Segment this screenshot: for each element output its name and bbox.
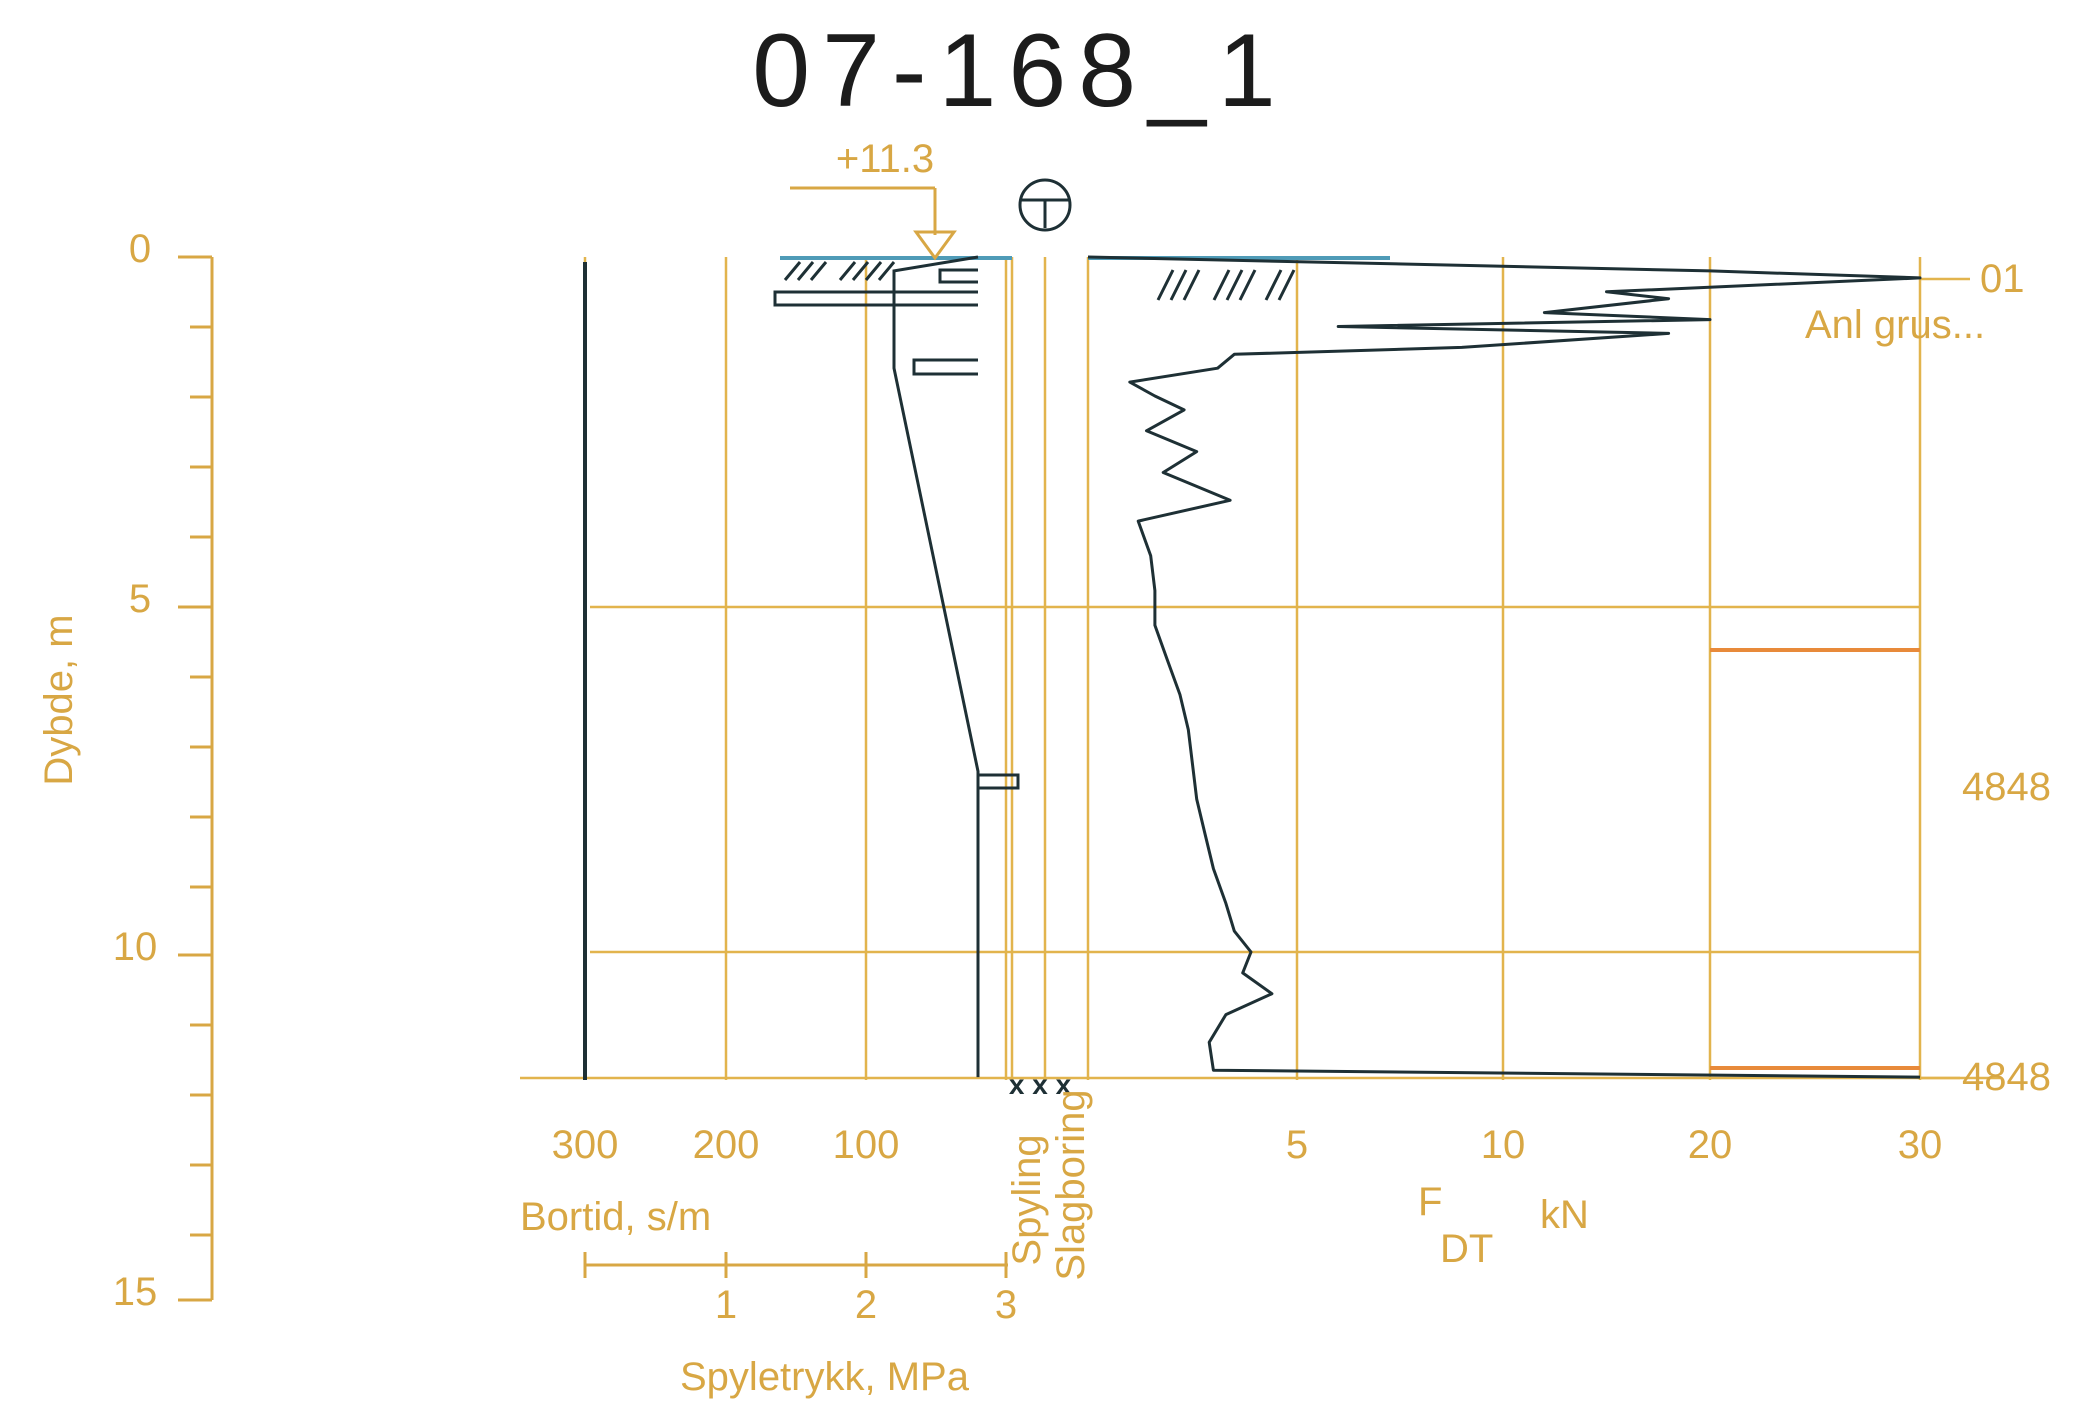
- bortid-axis: 300 200 100 Bortid, s/m: [520, 1123, 899, 1239]
- spyletrykk-axis: 1 2 3 Spyletrykk, MPa: [583, 1252, 1017, 1399]
- depth-tick-5: 5: [129, 577, 151, 621]
- spyletrykk-axis-label: Spyletrykk, MPa: [680, 1355, 970, 1399]
- bortid-curve: [892, 255, 980, 1078]
- force-axis-label-main: F: [1418, 1180, 1442, 1224]
- right-label-01: 01: [1980, 257, 2025, 301]
- level-label: +11.3: [836, 137, 934, 181]
- force-axis-unit: kN: [1540, 1193, 1589, 1237]
- spyletrykk-tick-1: 1: [715, 1283, 737, 1327]
- force-tick-20: 20: [1688, 1123, 1733, 1167]
- bortid-axis-label: Bortid, s/m: [520, 1195, 711, 1239]
- level-marker: +11.3: [790, 137, 957, 261]
- depth-axis-label: Dybde, m: [37, 614, 81, 785]
- depth-axis: 0 5 10 15 Dybde, m: [37, 227, 214, 1314]
- borehole-symbol-icon: [1018, 178, 1072, 232]
- force-tick-5: 5: [1286, 1123, 1308, 1167]
- right-label-4848-upper: 4848: [1962, 765, 2051, 809]
- force-curve: [1087, 255, 1922, 1079]
- force-tick-30: 30: [1898, 1123, 1943, 1167]
- depth-tick-15: 15: [113, 1270, 158, 1314]
- chart-title: 07-168_1: [752, 13, 1288, 129]
- grid: [520, 257, 2000, 1080]
- spyletrykk-tick-3: 3: [995, 1283, 1017, 1327]
- spyletrykk-tick-2: 2: [855, 1283, 877, 1327]
- bortid-markers: [773, 268, 1020, 790]
- bortid-tick-300: 300: [552, 1123, 619, 1167]
- bortid-tick-100: 100: [833, 1123, 900, 1167]
- depth-tick-0: 0: [129, 227, 151, 271]
- ground-surface: [780, 256, 1390, 301]
- depth-tick-10: 10: [113, 925, 158, 969]
- force-tick-10: 10: [1481, 1123, 1526, 1167]
- force-axis: 5 10 20 30 F DT kN: [1286, 1123, 1942, 1271]
- right-label-4848-lower: 4848: [1962, 1055, 2051, 1099]
- right-label-anl-grus: Anl grus...: [1805, 303, 1985, 347]
- bortid-tick-200: 200: [693, 1123, 760, 1167]
- end-marks: x x x: [1009, 1069, 1072, 1100]
- force-axis-label-sub: DT: [1440, 1227, 1493, 1271]
- column-label-slagboring: Slagboring: [1049, 1089, 1093, 1280]
- column-label-spyling: Spyling: [1005, 1134, 1049, 1265]
